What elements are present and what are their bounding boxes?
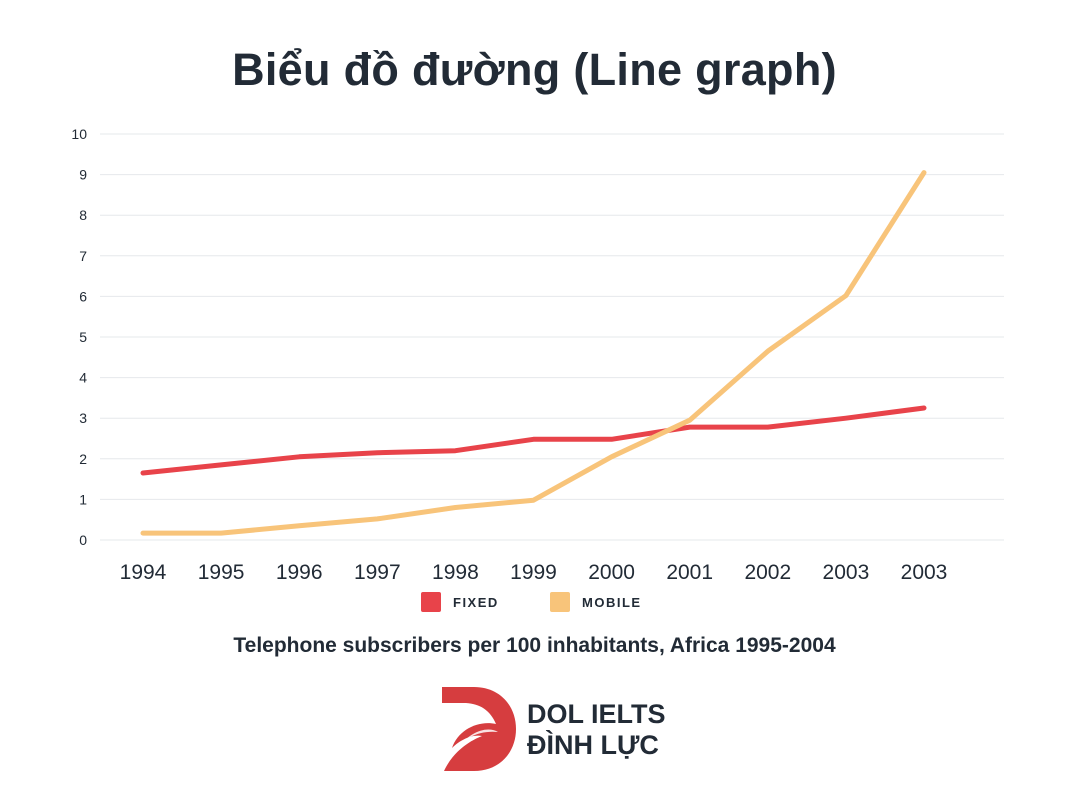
brand-line-1: DOL IELTS (527, 699, 666, 729)
x-tick-label: 1996 (276, 561, 323, 584)
brand-logo: DOL IELTS ĐÌNH LỰC (440, 686, 700, 776)
y-tick-label: 3 (79, 410, 87, 426)
y-tick-label: 6 (79, 288, 87, 304)
y-tick-label: 10 (71, 126, 87, 142)
series-line-fixed (140, 405, 927, 476)
y-tick-label: 8 (79, 207, 87, 223)
legend-label-mobile: MOBILE (582, 594, 642, 610)
y-tick-label: 0 (79, 532, 87, 548)
x-axis-ticks: 1994 1995 1996 1997 1998 1999 2000 2001 2002 2003… (120, 561, 948, 584)
x-tick-label: 1998 (432, 561, 479, 584)
y-axis-ticks: 0 1 2 3 4 5 6 7 8 9 10 (71, 126, 87, 548)
brand-name: DOL IELTS ĐÌNH LỰC (527, 699, 666, 761)
x-tick-label: 2000 (588, 561, 635, 584)
y-tick-label: 5 (79, 329, 87, 345)
x-tick-label: 1997 (354, 561, 401, 584)
chart-grid (100, 133, 1004, 541)
legend-item-mobile: MOBILE (550, 592, 642, 612)
x-tick-label: 1999 (510, 561, 557, 584)
x-tick-label: 1995 (198, 561, 245, 584)
chart-title: Biểu đồ đường (Line graph) (232, 44, 837, 95)
y-tick-label: 4 (79, 370, 87, 386)
dol-logo-icon (442, 687, 516, 771)
y-tick-label: 2 (79, 451, 87, 467)
chart-series (140, 170, 927, 536)
legend-label-fixed: FIXED (453, 594, 499, 610)
brand-line-2: ĐÌNH LỰC (527, 730, 659, 760)
x-tick-label: 2003 (901, 561, 948, 584)
chart-subtitle: Telephone subscribers per 100 inhabitant… (233, 634, 836, 657)
x-tick-label: 1994 (120, 561, 167, 584)
y-tick-label: 1 (79, 491, 87, 507)
legend-item-fixed: FIXED (421, 592, 499, 612)
series-line-mobile (140, 170, 927, 536)
x-tick-label: 2002 (744, 561, 791, 584)
legend-swatch-mobile (550, 592, 570, 612)
y-tick-label: 9 (79, 167, 87, 183)
legend-swatch-fixed (421, 592, 441, 612)
x-tick-label: 2003 (823, 561, 870, 584)
x-tick-label: 2001 (666, 561, 713, 584)
chart-legend: FIXED MOBILE (0, 592, 1069, 614)
y-tick-label: 7 (79, 248, 87, 264)
